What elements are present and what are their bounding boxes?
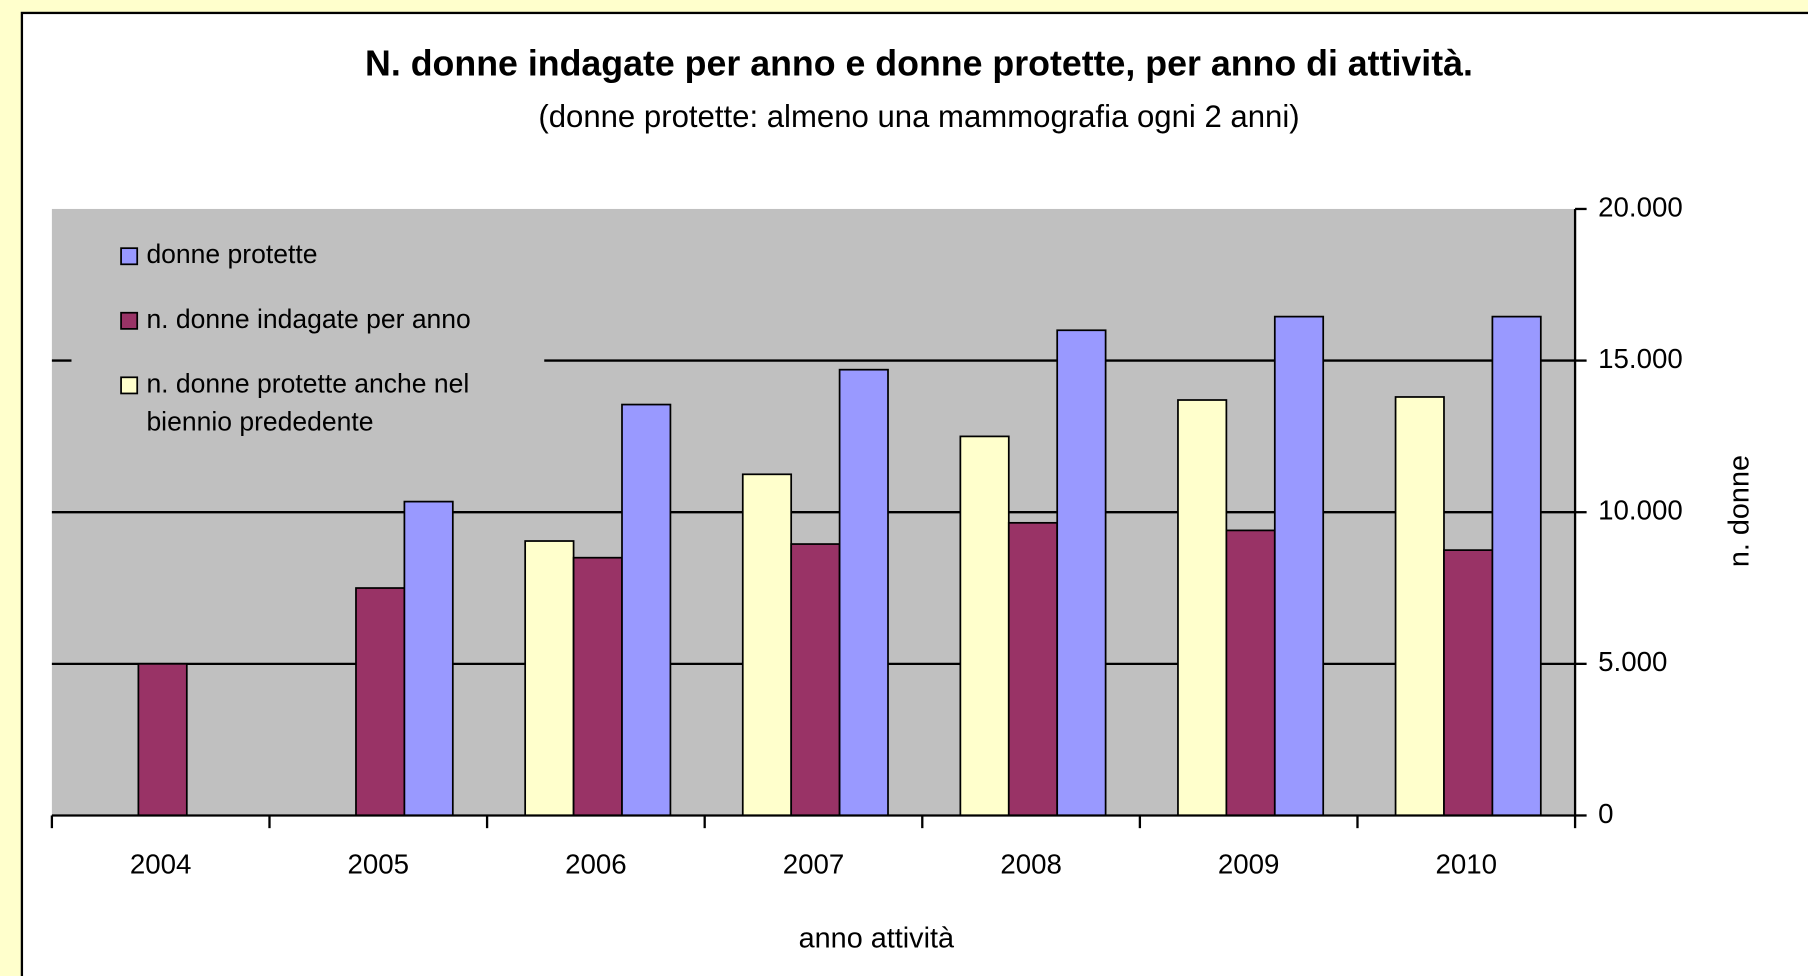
legend-swatch: [120, 247, 139, 266]
x-tick-label: 2004: [130, 849, 192, 880]
bar: [1007, 521, 1059, 817]
bar: [790, 543, 841, 817]
y-tick-label: 15.000: [1598, 343, 1683, 374]
legend-box: [71, 226, 545, 452]
bar: [959, 435, 1010, 817]
x-tick-label: 2008: [1000, 849, 1062, 880]
legend-swatch: [120, 311, 139, 330]
y-tick-label: 10.000: [1598, 495, 1683, 526]
y-axis-label: n. donne: [1724, 455, 1756, 567]
chart-subtitle: (donne protette: almeno una mammografia …: [538, 99, 1299, 134]
bar: [137, 662, 188, 817]
y-tick-label: 5.000: [1598, 646, 1667, 677]
bar: [1177, 399, 1228, 817]
bar: [1394, 396, 1445, 817]
legend-swatch: [120, 376, 139, 395]
x-tick-label: 2005: [348, 849, 410, 880]
y-tick-label: 0: [1598, 798, 1613, 829]
bar: [741, 473, 793, 817]
x-tick-label: 2007: [783, 849, 845, 880]
bar: [1225, 529, 1276, 817]
x-tick-label: 2006: [565, 849, 627, 880]
bar: [1491, 315, 1542, 817]
legend-label: n. donne indagate per anno: [146, 304, 470, 334]
y-tick-label: 20.000: [1598, 191, 1683, 222]
bar: [403, 500, 454, 817]
legend-label: donne protette: [146, 239, 317, 269]
bar: [1056, 329, 1107, 817]
x-axis-label: anno attività: [799, 923, 955, 955]
bar: [838, 368, 889, 817]
x-tick-label: 2010: [1436, 849, 1498, 880]
bar: [572, 556, 623, 817]
bar: [621, 403, 672, 817]
chart-title: N. donne indagate per anno e donne prote…: [365, 43, 1473, 83]
x-tick-label: 2009: [1218, 849, 1280, 880]
bar: [355, 587, 406, 817]
bar: [524, 540, 575, 817]
legend-label: n. donne protette anche nel biennio prede…: [146, 368, 469, 436]
bar: [1273, 315, 1325, 817]
bar: [1443, 549, 1494, 817]
